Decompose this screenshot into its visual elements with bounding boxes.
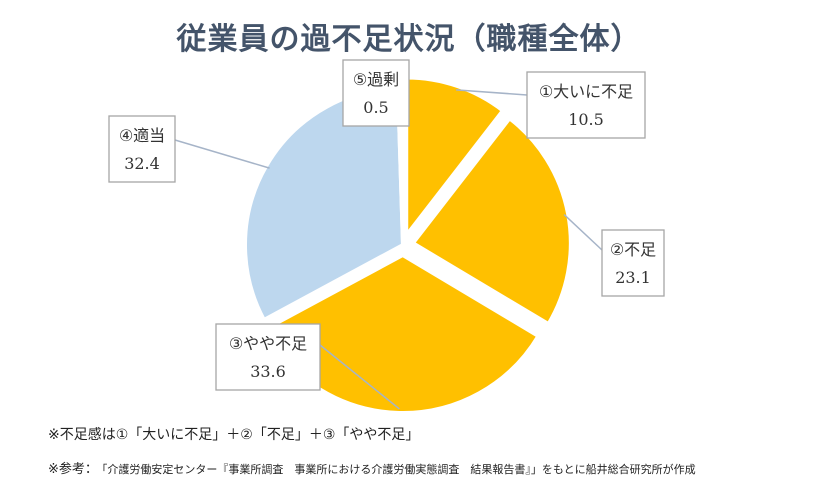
deficit-note: ※不足感は①「大いに不足」＋②「不足」＋③「やや不足」 [48, 427, 420, 443]
data-label-box-3 [215, 323, 321, 391]
leader-line-3 [319, 344, 400, 410]
reference-prefix: ※参考： [48, 462, 98, 477]
data-label-box-2 [601, 229, 665, 297]
slice-category-label-3: ③やや不足 [229, 334, 307, 353]
slice-value-label-5: 0.5 [363, 98, 388, 117]
slice-category-label-4: ④適当 [119, 126, 165, 145]
data-label-box-4 [108, 115, 176, 183]
reference-source: 「介護労働安定センター『事業所調査 事業所における介護労働実態調査 結果報告書』… [101, 463, 696, 476]
data-label-box-1 [526, 71, 646, 139]
leader-line-2 [563, 214, 603, 251]
leader-line-1 [456, 89, 528, 96]
slice-category-label-5: ⑤過剰 [353, 70, 399, 89]
data-label-box-5 [342, 59, 410, 127]
leader-line-4 [174, 139, 270, 169]
slice-value-label-4: 32.4 [124, 154, 160, 173]
slice-category-label-1: ①大いに不足 [539, 82, 633, 101]
slice-value-label-3: 33.6 [250, 362, 286, 381]
pie-slice-1 [404, 75, 505, 238]
slice-value-label-1: 10.5 [568, 110, 604, 129]
slice-value-label-2: 23.1 [615, 268, 651, 287]
reference-note: ※参考： 「介護労働安定センター『事業所調査 事業所における介護労働実態調査 結果… [48, 458, 696, 477]
chart-title: 従業員の過不足状況（職種全体） [176, 22, 642, 57]
slice-category-label-2: ②不足 [610, 240, 656, 259]
